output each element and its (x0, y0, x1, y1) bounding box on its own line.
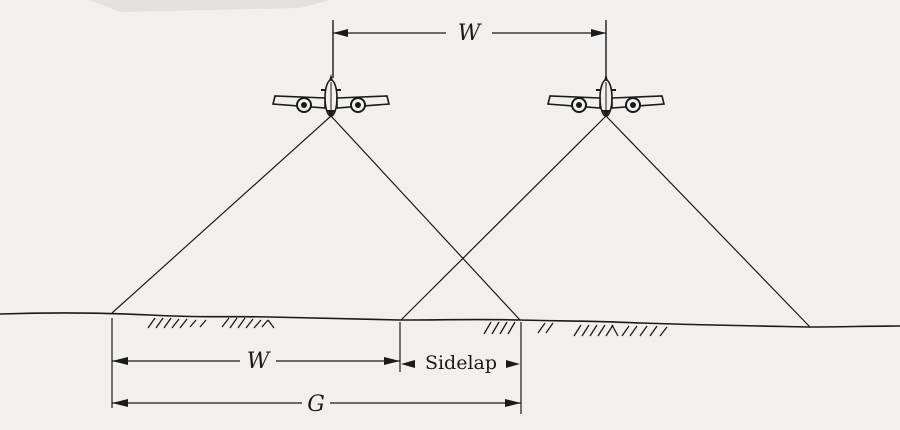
coverage-cone-right (400, 115, 811, 328)
ground-extension-lines (111, 318, 522, 414)
ground-coverage-label: G (307, 392, 325, 417)
ground-line (0, 312, 900, 328)
coverage-cone-left (111, 115, 521, 321)
top-width-dimension (332, 20, 607, 78)
sidelap-dimension (401, 360, 520, 368)
ground-width-label: W (247, 349, 272, 374)
airplane-icon (271, 74, 391, 117)
top-width-label: W (458, 21, 483, 46)
paper-shadow (90, 0, 330, 12)
terrain-hatching (147, 317, 668, 337)
airplane-icon (546, 74, 666, 117)
sidelap-label: Sidelap (425, 352, 497, 374)
ground-width-dimension (112, 357, 400, 365)
ground-coverage-dimension (112, 399, 521, 407)
